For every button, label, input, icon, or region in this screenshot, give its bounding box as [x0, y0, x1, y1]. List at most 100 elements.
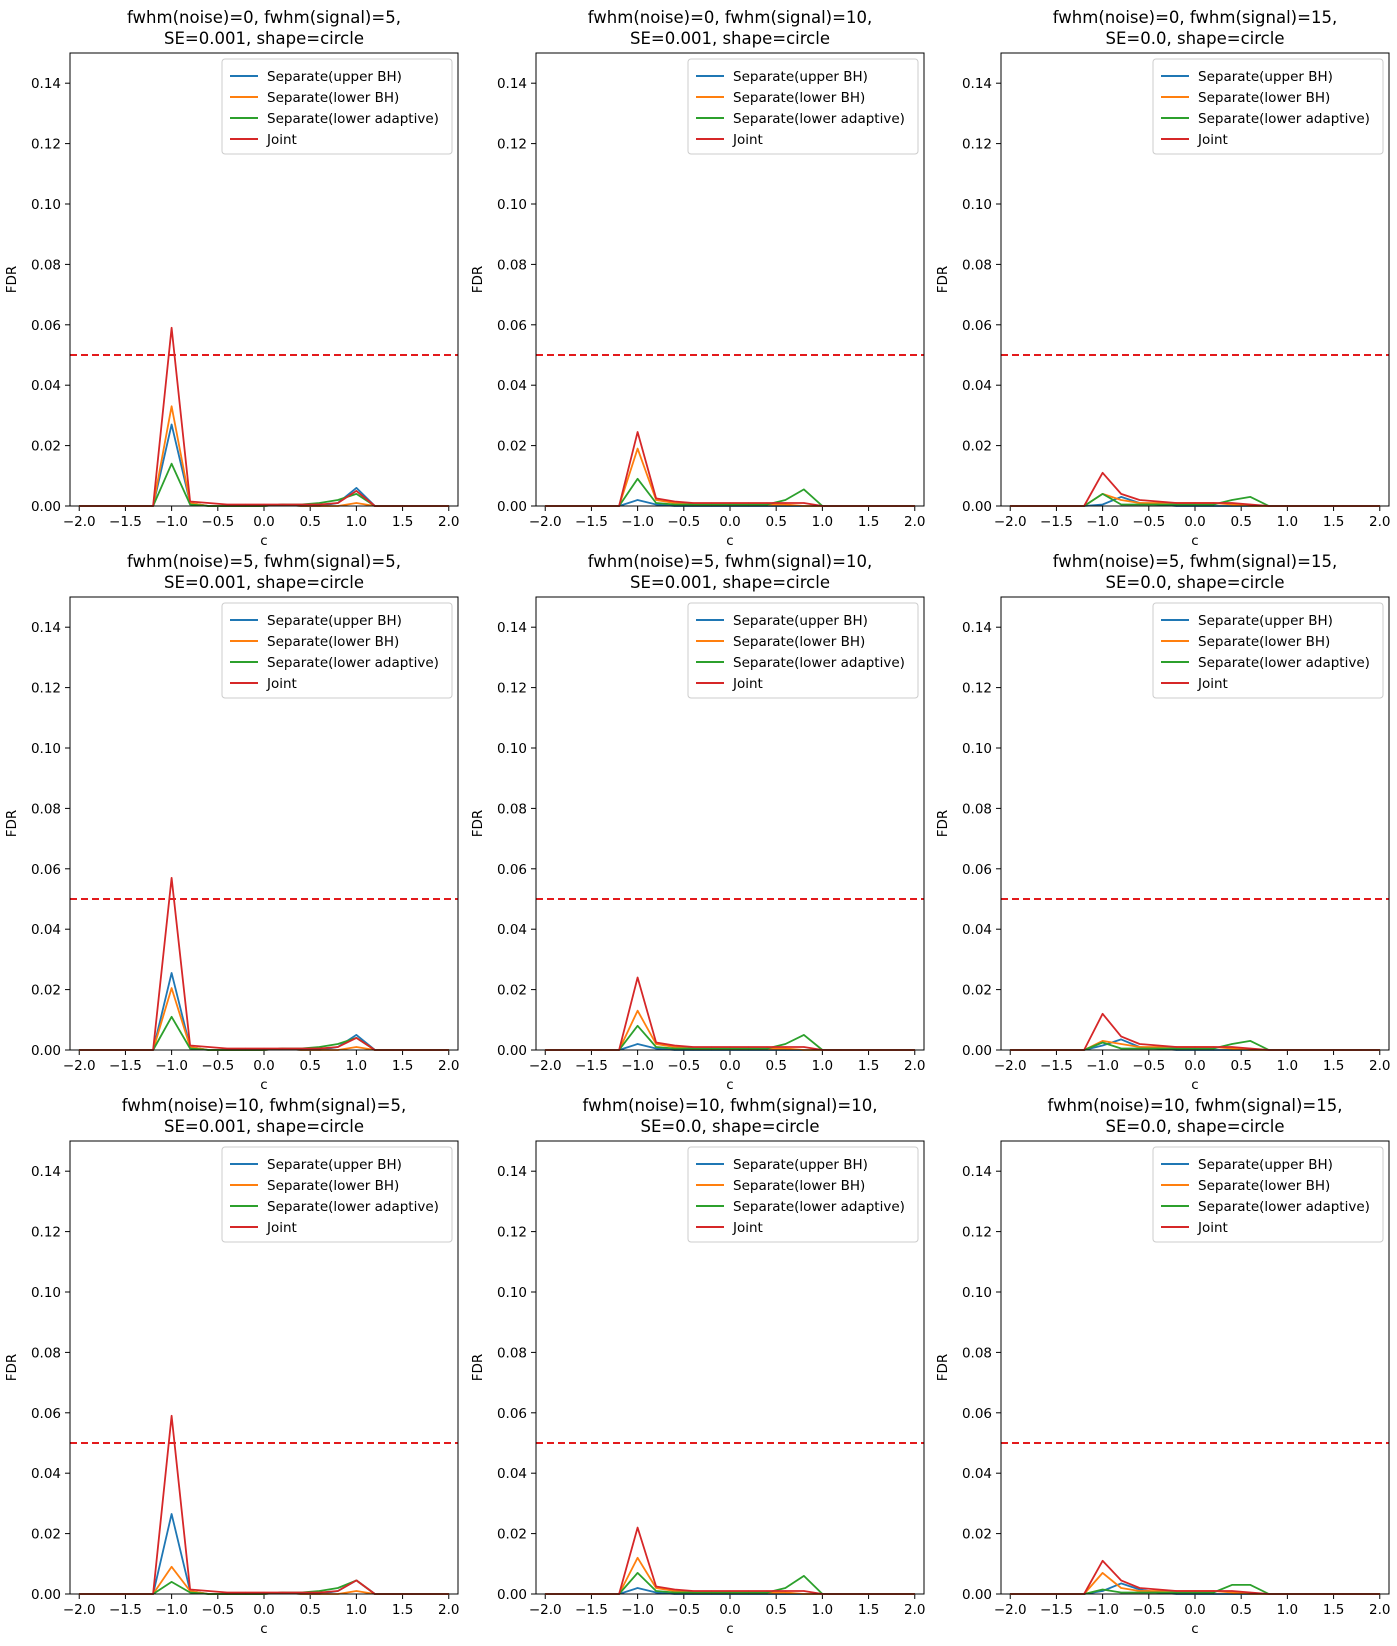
x-tick-label: −1.5 — [109, 1602, 142, 1618]
x-tick-label: 1.0 — [812, 514, 833, 530]
x-tick-label: −1.0 — [1086, 514, 1119, 530]
data-point — [692, 1047, 694, 1050]
y-tick-label: 0.00 — [497, 1043, 527, 1059]
y-tick-label: 0.10 — [962, 197, 992, 213]
legend: Separate(upper BH) Separate(lower BH) Sepa… — [221, 602, 453, 699]
y-tick-label: 0.04 — [962, 378, 992, 394]
subplot-title-line: SE=0.001, shape=circle — [164, 573, 364, 592]
y-tick-label: 0.04 — [497, 922, 527, 938]
data-point — [189, 1044, 191, 1047]
x-tick-label: 2.0 — [904, 1602, 925, 1618]
data-point — [729, 1047, 731, 1050]
data-point — [655, 1043, 657, 1045]
legend-box — [687, 602, 919, 699]
x-tick-label: 0.5 — [765, 1058, 786, 1074]
x-tick-label: −1.5 — [575, 514, 608, 530]
data-point — [1120, 1587, 1122, 1589]
y-tick-label: 0.00 — [31, 499, 61, 515]
subplot-title-line: SE=0.0, shape=circle — [1106, 1117, 1285, 1136]
legend-box — [1152, 1146, 1384, 1243]
x-tick-label: 1.5 — [858, 1602, 879, 1618]
data-point — [318, 503, 321, 506]
data-point — [226, 1591, 228, 1594]
data-point — [300, 1591, 302, 1594]
data-point — [1102, 493, 1104, 495]
x-tick-label: 0.0 — [1184, 514, 1205, 530]
subplot-title-line: SE=0.0, shape=circle — [1106, 573, 1285, 592]
x-tick-label: 1.0 — [812, 1058, 833, 1074]
data-point — [1120, 499, 1122, 501]
data-point — [189, 503, 191, 506]
data-point — [171, 1513, 173, 1515]
legend: Separate(upper BH) Separate(lower BH) Sepa… — [687, 58, 919, 155]
data-point — [784, 499, 787, 501]
series-line-2 — [79, 405, 449, 507]
series-line-3 — [545, 477, 915, 507]
data-point — [355, 490, 357, 492]
data-point — [710, 1046, 713, 1048]
data-point — [1231, 499, 1233, 501]
legend-entry: Separate(lower BH) — [267, 634, 399, 650]
data-point — [784, 1591, 787, 1594]
data-point — [1249, 1591, 1252, 1594]
data-point — [1157, 503, 1159, 506]
data-point — [1120, 1035, 1122, 1038]
y-tick-label: 0.02 — [31, 983, 61, 999]
data-point — [766, 1047, 768, 1050]
y-tick-label: 0.02 — [497, 1527, 527, 1543]
x-tick-label: 0.5 — [765, 514, 786, 530]
legend-box — [1152, 602, 1384, 699]
y-axis-label: FDR — [4, 266, 20, 294]
data-point — [673, 503, 676, 506]
x-tick-label: 2.0 — [438, 514, 459, 530]
data-point — [1157, 500, 1159, 503]
x-tick-label: 0.0 — [253, 514, 274, 530]
x-tick-label: −1.5 — [109, 1058, 142, 1074]
data-point — [189, 1047, 191, 1050]
data-point — [1157, 1591, 1159, 1594]
data-point — [244, 1047, 247, 1050]
series-line-4 — [1010, 1559, 1380, 1595]
subplot-4: fwhm(noise)=5, fwhm(signal)=5, SE=0.001, … — [4, 552, 460, 1093]
data-point — [1249, 503, 1252, 506]
data-point — [673, 1590, 676, 1592]
data-point — [1138, 1590, 1141, 1592]
legend-entry: Separate(lower adaptive) — [733, 111, 905, 127]
legend-entry: Separate(lower adaptive) — [267, 655, 439, 671]
y-tick-label: 0.00 — [31, 1043, 61, 1059]
y-tick-label: 0.02 — [962, 439, 992, 455]
x-tick-label: 2.0 — [438, 1602, 459, 1618]
x-tick-label: 1.0 — [346, 1058, 367, 1074]
x-tick-label: 2.0 — [904, 514, 925, 530]
data-point — [355, 1046, 357, 1048]
plot-frame — [1000, 596, 1390, 1051]
subplot-title-line: SE=0.001, shape=circle — [630, 573, 830, 592]
legend-entry: Joint — [732, 1220, 763, 1236]
data-point — [710, 503, 713, 506]
data-point — [766, 1046, 768, 1048]
y-axis-label: FDR — [935, 1354, 951, 1382]
data-point — [637, 448, 639, 450]
data-point — [1102, 1041, 1104, 1044]
data-point — [1120, 503, 1122, 506]
legend-entry: Joint — [1197, 132, 1228, 148]
data-point — [747, 1590, 750, 1592]
data-point — [1102, 503, 1104, 506]
legend-entry: Joint — [732, 132, 763, 148]
legend-entry: Separate(upper BH) — [733, 1157, 868, 1173]
subplot-8: fwhm(noise)=10, fwhm(signal)=10, SE=0.0, … — [470, 1096, 926, 1637]
y-tick-label: 0.00 — [497, 499, 527, 515]
data-point — [171, 405, 173, 407]
legend-box — [221, 1146, 453, 1243]
legend-entry: Separate(upper BH) — [267, 613, 402, 629]
subplot-title-line: SE=0.0, shape=circle — [1106, 29, 1285, 48]
data-point — [171, 463, 173, 465]
x-tick-label: −1.0 — [1086, 1058, 1119, 1074]
data-point — [1212, 1047, 1215, 1050]
data-point — [710, 1591, 713, 1594]
x-tick-label: −2.0 — [63, 1602, 96, 1618]
x-tick-label: 0.5 — [299, 1058, 320, 1074]
data-point — [1157, 502, 1159, 504]
y-tick-label: 0.00 — [962, 1043, 992, 1059]
